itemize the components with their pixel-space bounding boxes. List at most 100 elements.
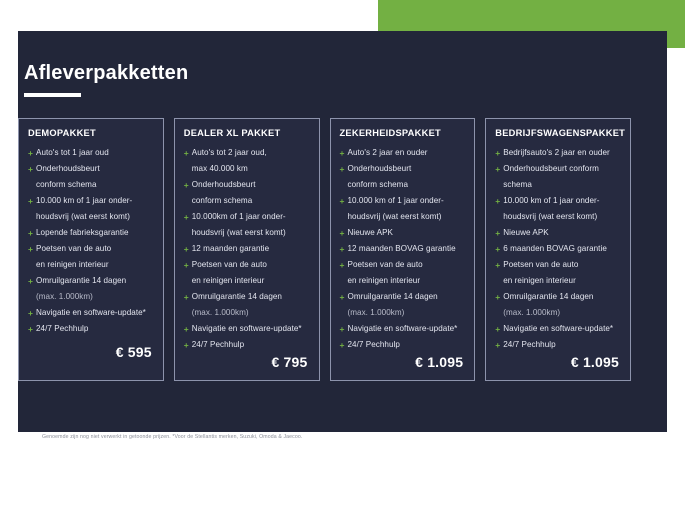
package-feature-item: + Onderhoudsbeurt conform — [495, 162, 621, 176]
plus-icon: + — [495, 244, 501, 254]
package-feature-item: +conform schema — [28, 178, 154, 192]
package-card[interactable]: BEDRIJFSWAGENSPAKKET + Bedrijfsauto's 2 ja… — [485, 118, 631, 381]
package-feature-item: + Poetsen van de auto — [495, 258, 621, 272]
plus-icon: + — [183, 324, 189, 334]
package-feature-text: 24/7 Pechhulp — [503, 340, 556, 349]
plus-icon: + — [28, 324, 33, 334]
package-feature-item: +10.000 km of 1 jaar onder- — [28, 194, 154, 208]
package-feature-item: + Omruilgarantie 14 dagen — [495, 290, 621, 304]
plus-icon: + — [339, 292, 345, 302]
plus-icon: + — [28, 228, 33, 238]
package-card-title: BEDRIJFSWAGENSPAKKET — [495, 128, 626, 138]
package-feature-item: +10.000km of 1 jaar onder- — [184, 210, 310, 224]
package-feature-text: houdsvrij (wat eerst komt) — [36, 212, 130, 221]
package-feature-item: +houdsvrij (wat eerst komt) — [184, 226, 310, 240]
package-feature-item: + Navigatie en software-update* — [340, 322, 466, 336]
plus-icon: + — [495, 260, 501, 270]
package-feature-text: en reinigen interieur — [36, 260, 109, 269]
package-card[interactable]: DEALER XL PAKKET+Auto's tot 2 jaar oud,+… — [173, 118, 320, 381]
package-card-title: ZEKERHEIDSPAKKET — [339, 128, 441, 138]
package-feature-text: conform schema — [36, 180, 97, 189]
plus-icon: + — [183, 260, 189, 270]
package-feature-item: + Nieuwe APK — [340, 226, 466, 240]
package-feature-item: +(max. 1.000km) — [495, 306, 621, 320]
plus-icon: + — [183, 340, 189, 350]
package-feature-item: +6 maanden BOVAG garantie — [495, 242, 621, 256]
package-feature-text: (max. 1.000km) — [36, 292, 93, 301]
package-feature-text: (max. 1.000km) — [347, 308, 405, 317]
package-price: € 1.095 — [570, 354, 619, 370]
package-price: € 595 — [115, 344, 152, 360]
package-card-title: DEALER XL PAKKET — [183, 128, 281, 138]
package-feature-text: Auto's 2 jaar en ouder — [347, 148, 428, 157]
plus-icon: + — [495, 340, 501, 350]
plus-icon: + — [495, 164, 501, 174]
package-feature-item: +en reinigen interieur — [28, 258, 154, 272]
package-feature-item: + Omruilgarantie 14 dagen — [28, 274, 154, 288]
package-feature-item: +houdsvrij (wat eerst komt) — [495, 210, 621, 224]
page-title: Afleverpakketten — [24, 62, 189, 85]
package-feature-text: Navigatie en software-update* — [191, 324, 302, 333]
package-feature-text: Poetsen van de auto — [503, 260, 579, 269]
package-feature-item: +10.000 km of 1 jaar onder- — [495, 194, 621, 208]
title-underline-rule — [24, 93, 81, 97]
package-feature-item: + Onderhoudsbeurt — [28, 162, 154, 176]
plus-icon: + — [495, 292, 501, 302]
plus-icon: + — [339, 164, 345, 174]
footnote-text: Genoemde zijn nog niet verwerkt in getoo… — [42, 434, 303, 440]
package-feature-text: 6 maanden BOVAG garantie — [503, 244, 607, 253]
package-feature-text: (max. 1.000km) — [191, 308, 249, 317]
package-feature-text: Navigatie en software-update* — [503, 324, 614, 333]
package-price: € 795 — [271, 354, 308, 370]
plus-icon: + — [183, 292, 189, 302]
package-feature-text: Poetsen van de auto — [347, 260, 423, 269]
package-feature-item: +en reinigen interieur — [340, 274, 466, 288]
plus-icon: + — [495, 196, 501, 206]
package-card[interactable]: ZEKERHEIDSPAKKET + Auto's 2 jaar en ouder +… — [329, 118, 476, 381]
plus-icon: + — [28, 164, 33, 174]
package-feature-item: + Poetsen van de auto — [184, 258, 310, 272]
plus-icon: + — [183, 244, 189, 254]
plus-icon: + — [339, 324, 345, 334]
package-feature-item: + Nieuwe APK — [495, 226, 621, 240]
plus-icon: + — [339, 260, 345, 270]
package-feature-item: + Auto's tot 1 jaar oud — [28, 146, 154, 160]
plus-icon: + — [28, 148, 33, 158]
package-feature-item: +12 maanden garantie — [184, 242, 310, 256]
package-feature-text: 24/7 Pechhulp — [347, 340, 400, 349]
package-feature-text: max 40.000 km — [191, 164, 248, 173]
package-feature-text: 12 maanden BOVAG garantie — [347, 244, 456, 253]
package-feature-item: + Onderhoudsbeurt — [184, 178, 310, 192]
package-feature-text: houdsvrij (wat eerst komt) — [347, 212, 442, 221]
package-feature-text: Onderhoudsbeurt — [36, 164, 100, 173]
plus-icon: + — [339, 148, 345, 158]
package-feature-list: + Bedrijfsauto's 2 jaar en ouder + Onderhou… — [495, 146, 621, 354]
package-price: € 1.095 — [415, 354, 464, 370]
package-feature-list: +Auto's 2 jaar en ouder+Onderhoudsbeurt+… — [340, 146, 466, 354]
plus-icon: + — [28, 196, 33, 206]
package-feature-item: + Onderhoudsbeurt — [340, 162, 466, 176]
plus-icon: + — [339, 340, 345, 350]
package-card[interactable]: DEMOPAKKET + Auto's tot 1 jaar oud + Onderho… — [18, 118, 164, 381]
plus-icon: + — [495, 324, 501, 334]
package-feature-text: Onderhoudsbeurt — [347, 164, 412, 173]
package-feature-list: +Auto's tot 1 jaar oud+Onderhoudsbeurt+c… — [28, 146, 154, 344]
package-feature-text: Auto's tot 1 jaar oud — [36, 148, 109, 157]
package-feature-text: en reinigen interieur — [347, 276, 421, 285]
package-feature-item: + Omruilgarantie 14 dagen — [184, 290, 310, 304]
package-feature-item: + Auto's 2 jaar en ouder — [340, 146, 466, 160]
package-feature-text: houdsvrij (wat eerst komt) — [191, 228, 286, 237]
package-feature-text: Omruilgarantie 14 dagen — [347, 292, 438, 301]
package-feature-text: Nieuwe APK — [347, 228, 393, 237]
package-feature-item: +houdsvrij (wat eerst komt) — [28, 210, 154, 224]
package-card-title: DEMOPAKKET — [28, 128, 96, 138]
plus-icon: + — [28, 308, 33, 318]
package-feature-item: + Navigatie en software-update* — [28, 306, 154, 320]
plus-icon: + — [183, 148, 189, 158]
package-feature-item: + Poetsen van de auto — [340, 258, 466, 272]
package-feature-text: Onderhoudsbeurt conform — [503, 164, 599, 173]
plus-icon: + — [183, 180, 189, 190]
package-feature-text: conform schema — [191, 196, 253, 205]
plus-icon: + — [28, 244, 33, 254]
package-feature-text: 10.000 km of 1 jaar onder- — [36, 196, 133, 205]
